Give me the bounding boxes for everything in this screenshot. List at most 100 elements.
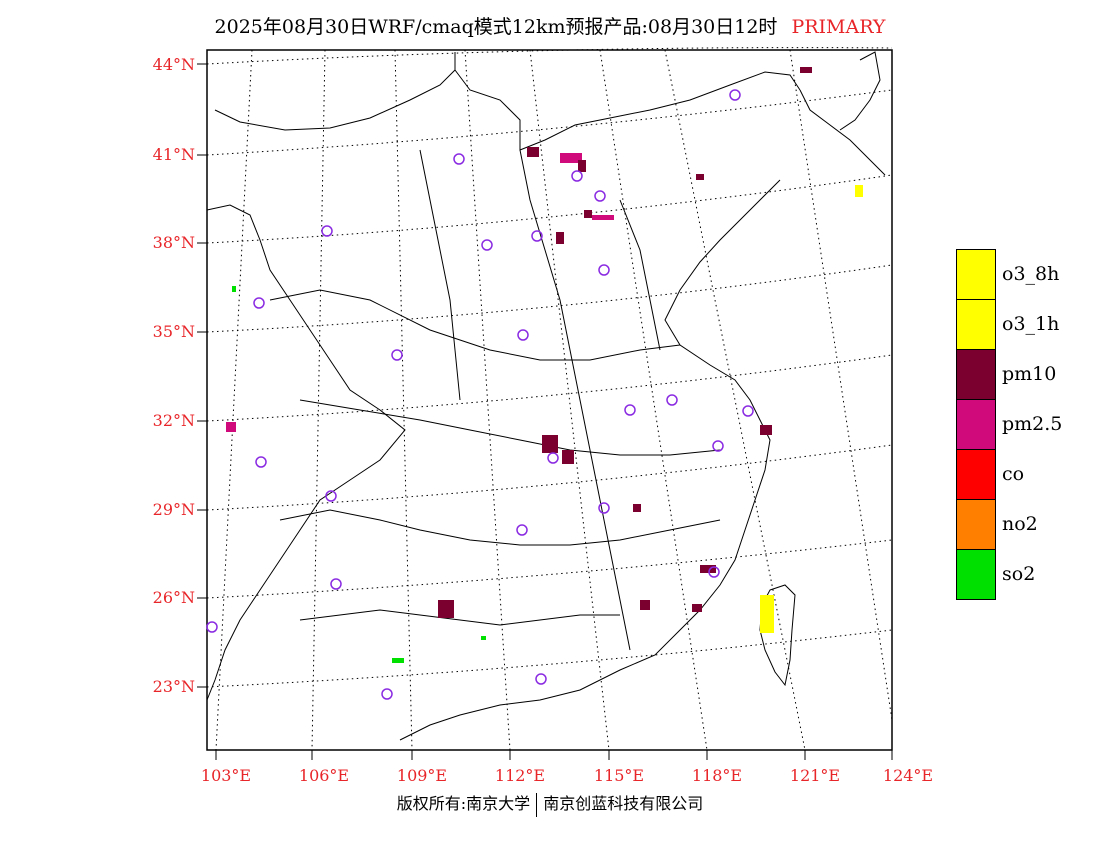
pm10-pixel	[696, 174, 704, 180]
pm10-pixel	[633, 504, 641, 512]
pollutant-pixels	[226, 67, 863, 663]
lon-label: 121°E	[789, 766, 841, 785]
lon-line-109	[394, 49, 413, 751]
site-marker	[742, 405, 754, 417]
site-marker	[453, 153, 465, 165]
legend-swatch	[956, 249, 996, 300]
lat-line-23	[206, 629, 893, 688]
lat-label: 35°N	[152, 322, 195, 341]
lat-label: 41°N	[152, 145, 195, 164]
site-marker	[391, 349, 403, 361]
map-title: 2025年08月30日WRF/cmaq模式12km预报产品:08月30日12时 P…	[0, 12, 1100, 39]
lat-label: 29°N	[152, 500, 195, 519]
lon-line-112	[464, 49, 511, 751]
lon-line-118	[599, 49, 708, 751]
legend-label: pm2.5	[1002, 413, 1063, 435]
pm10-pixel	[800, 67, 812, 73]
lon-line-106	[311, 49, 326, 751]
inner-border-4	[299, 609, 620, 626]
lat-label: 26°N	[152, 588, 195, 607]
copyright-left: 版权所有:南京大学	[396, 794, 531, 813]
site-marker	[712, 440, 724, 452]
title-text: 2025年08月30日WRF/cmaq模式12km预报产品:08月30日12时	[214, 16, 778, 38]
legend-swatch	[956, 499, 996, 550]
lat-line-35	[206, 264, 893, 333]
site-marker	[516, 524, 528, 536]
o3-pixel	[760, 595, 774, 633]
inner-border-5	[419, 149, 461, 401]
site-marker	[481, 239, 493, 251]
lon-label: 115°E	[593, 766, 645, 785]
western-boundary	[206, 204, 406, 701]
pm10-pixel	[578, 160, 586, 172]
legend-label: so2	[1002, 563, 1036, 585]
longitude-lines	[215, 49, 893, 751]
pm10-pixel	[700, 565, 716, 573]
lat-label: 23°N	[152, 677, 195, 696]
site-marker	[255, 456, 267, 468]
site-markers	[206, 89, 754, 700]
lon-label: 106°E	[298, 766, 350, 785]
pm25-pixel	[226, 422, 236, 432]
site-marker	[253, 297, 265, 309]
lat-line-38	[206, 174, 893, 244]
inner-border-1	[269, 289, 681, 361]
pm10-pixel	[556, 232, 564, 244]
site-marker	[666, 394, 678, 406]
pm10-pixel	[692, 604, 702, 612]
lat-line-41	[206, 89, 893, 156]
lat-line-32	[206, 354, 893, 422]
boundary-lines	[206, 51, 886, 741]
lon-label: 112°E	[494, 766, 546, 785]
site-marker	[547, 452, 559, 464]
o3-pixel	[855, 185, 863, 197]
so2-pixel	[481, 636, 486, 640]
site-marker	[708, 566, 720, 578]
site-marker	[535, 673, 547, 685]
inner-border-7	[619, 199, 661, 351]
site-marker	[206, 621, 218, 633]
site-marker	[531, 230, 543, 242]
site-marker	[598, 502, 610, 514]
pm10-pixel	[760, 425, 772, 435]
site-marker	[624, 404, 636, 416]
so2-pixel	[232, 286, 236, 292]
pm10-pixel	[584, 210, 592, 218]
peninsula-outline	[839, 51, 881, 131]
legend-swatch	[956, 399, 996, 450]
legend-swatch	[956, 349, 996, 400]
copyright-right: 南京创蓝科技有限公司	[543, 794, 704, 813]
subtitle-text: PRIMARY	[791, 16, 886, 38]
inner-border-2	[299, 399, 721, 456]
legend-label: o3_8h	[1002, 263, 1060, 285]
lat-line-29	[206, 444, 893, 511]
site-marker	[325, 490, 337, 502]
legend-label: o3_1h	[1002, 313, 1060, 335]
lon-line-121	[664, 49, 806, 751]
site-marker	[517, 329, 529, 341]
lat-label: 44°N	[152, 55, 195, 74]
inner-border-3	[279, 509, 721, 546]
site-marker	[598, 264, 610, 276]
pm10-pixel	[562, 450, 574, 464]
northeast-boundary	[799, 89, 886, 176]
site-marker	[321, 225, 333, 237]
north-boundary	[454, 69, 801, 151]
lon-label: 124°E	[882, 766, 934, 785]
lat-label: 38°N	[152, 233, 195, 252]
site-marker	[571, 170, 583, 182]
pm25-pixel	[560, 153, 582, 163]
copyright-footer: 版权所有:南京大学 南京创蓝科技有限公司	[0, 790, 1100, 817]
legend-swatch	[956, 449, 996, 500]
latitude-lines	[206, 47, 893, 688]
legend-label: pm10	[1002, 363, 1057, 385]
site-marker	[381, 688, 393, 700]
site-marker	[729, 89, 741, 101]
tick-marks	[197, 63, 893, 760]
pm10-pixel	[640, 600, 650, 610]
footer-separator	[536, 792, 538, 817]
pm25-pixel	[592, 215, 614, 220]
legend-swatch	[956, 299, 996, 350]
legend-label: co	[1002, 463, 1025, 485]
